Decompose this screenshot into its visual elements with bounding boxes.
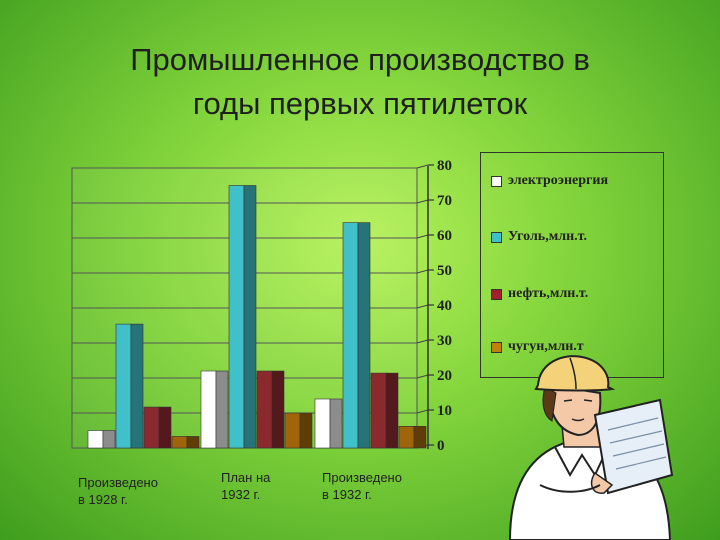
- bar-side: [130, 323, 144, 449]
- bar: [200, 370, 229, 449]
- bar-side: [102, 430, 116, 449]
- gridline-depth-40: [416, 304, 429, 309]
- category-label-2-line-1: План на: [221, 470, 271, 485]
- y-tick-label: 80: [437, 158, 452, 174]
- y-tick-label: 50: [437, 263, 452, 279]
- category-label-3-line-1: Произведено: [322, 470, 402, 485]
- bar-front: [398, 425, 415, 449]
- bar-front: [200, 370, 217, 449]
- legend-label-iron: чугун,млн.т: [508, 339, 584, 354]
- bar: [115, 323, 144, 449]
- engineer-illustration: [508, 355, 674, 540]
- title-line-1: Промышленное производство в: [130, 42, 590, 77]
- y-tick-label: 70: [437, 193, 452, 209]
- legend-label-oil: нефть,млн.т.: [508, 286, 589, 301]
- bar-front: [228, 185, 245, 449]
- legend-label-electricity: электроэнергия: [508, 173, 609, 188]
- bar-front: [314, 398, 331, 449]
- gridline-depth-80: [416, 164, 429, 169]
- bar-side: [243, 185, 257, 449]
- worker-eye: [563, 399, 593, 402]
- bar: [284, 412, 313, 449]
- slide-title: Промышленное производство в годы первых …: [0, 38, 720, 126]
- worker-collar: [554, 446, 609, 478]
- bar-front: [370, 372, 387, 449]
- gridline-depth-60: [416, 234, 429, 239]
- gridline-depth-20: [416, 374, 429, 379]
- category-label-3-line-2: в 1932 г.: [322, 487, 372, 502]
- bar-side: [413, 425, 427, 449]
- legend: электроэнергия Уголь,млн.т. нефть,млн.т.…: [480, 152, 664, 378]
- bar-front: [256, 370, 273, 449]
- bar: [314, 398, 343, 449]
- bar-front: [171, 436, 188, 449]
- bar-front: [143, 406, 160, 449]
- bar: [87, 430, 116, 449]
- bar-side: [271, 370, 285, 449]
- legend-item-iron: чугун,млн.т: [491, 339, 584, 355]
- gridline-depth-30: [416, 339, 429, 344]
- legend-swatch-electricity: [491, 175, 502, 187]
- title-line-2: годы первых пятилеток: [192, 86, 528, 121]
- legend-label-coal: Уголь,млн.т.: [508, 229, 587, 244]
- bar-side: [158, 406, 172, 449]
- bars: [87, 185, 427, 449]
- y-tick-label: 30: [437, 333, 452, 349]
- category-label-3: Произведено в 1932 г.: [322, 469, 402, 503]
- worker-face: [548, 383, 602, 437]
- y-tick-label: 0: [437, 438, 445, 454]
- worker-hand: [590, 471, 614, 494]
- legend-swatch-coal: [491, 231, 502, 243]
- legend-item-oil: нефть,млн.т.: [491, 286, 588, 302]
- hard-hat-ridge: [569, 357, 577, 390]
- bar-side: [299, 412, 313, 449]
- bar-front: [87, 430, 104, 449]
- legend-item-coal: Уголь,млн.т.: [491, 229, 587, 245]
- category-label-2-line-2: 1932 г.: [221, 487, 261, 502]
- bar: [256, 370, 285, 449]
- bar-side: [385, 372, 399, 449]
- category-label-1-line-1: Произведено: [78, 475, 158, 490]
- bar: [370, 372, 399, 449]
- blueprint-lines: [607, 417, 667, 470]
- blueprint-scroll-icon: [593, 398, 674, 495]
- legend-item-electricity: электроэнергия: [491, 173, 608, 189]
- gridline-depth-10: [416, 409, 429, 414]
- bar-side: [329, 398, 343, 449]
- y-tick-label: 40: [437, 298, 452, 314]
- bar-side: [186, 436, 200, 449]
- gridline-depth-50: [416, 269, 429, 274]
- worker-mouth: [571, 418, 585, 422]
- bar: [171, 436, 200, 449]
- category-label-1: Произведено в 1928 г.: [78, 474, 158, 508]
- bar-side: [215, 370, 229, 449]
- gridline-depth-70: [416, 199, 429, 204]
- y-tick-label: 10: [437, 403, 452, 419]
- bar-front: [284, 412, 301, 449]
- y-tick-label: 60: [437, 228, 452, 244]
- bar: [398, 425, 427, 449]
- bar-front: [342, 222, 359, 449]
- y-tick-label: 20: [437, 368, 452, 384]
- bar-front: [115, 323, 132, 449]
- worker-arm: [539, 484, 601, 493]
- worker-hair: [542, 386, 557, 422]
- y-axis: 0 10 20 30 40 50 60 70 80: [427, 158, 452, 454]
- bar-side: [357, 222, 371, 449]
- bar: [342, 222, 371, 449]
- category-label-1-line-2: в 1928 г.: [78, 492, 128, 507]
- legend-swatch-oil: [491, 288, 502, 300]
- category-label-2: План на 1932 г.: [221, 469, 270, 503]
- bar: [228, 185, 257, 449]
- bar: [143, 406, 172, 449]
- legend-swatch-iron: [491, 341, 502, 353]
